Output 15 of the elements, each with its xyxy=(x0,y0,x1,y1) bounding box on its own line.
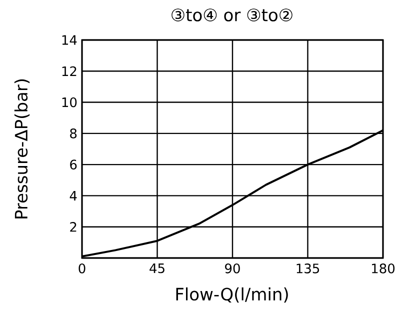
x-axis-title: Flow-Q(l/min) xyxy=(176,287,288,303)
y-tick-label: 12 xyxy=(62,66,76,76)
x-tick-label: 0 xyxy=(78,264,86,274)
y-tick-label: 10 xyxy=(62,97,77,108)
chart-title: ③to④ or ③to② xyxy=(172,8,292,22)
y-tick-label: 8 xyxy=(70,128,77,138)
x-tick-label: 45 xyxy=(150,264,164,274)
y-tick-label: 2 xyxy=(70,222,76,232)
x-tick-label: 180 xyxy=(372,264,395,274)
y-tick-label: 6 xyxy=(70,160,77,170)
y-tick-label: 4 xyxy=(70,190,77,200)
y-axis-title: Pressure-ΔP(bar) xyxy=(14,79,30,218)
x-tick-label: 135 xyxy=(296,264,320,274)
x-tick-label: 90 xyxy=(225,264,240,274)
y-tick-label: 14 xyxy=(62,35,77,45)
